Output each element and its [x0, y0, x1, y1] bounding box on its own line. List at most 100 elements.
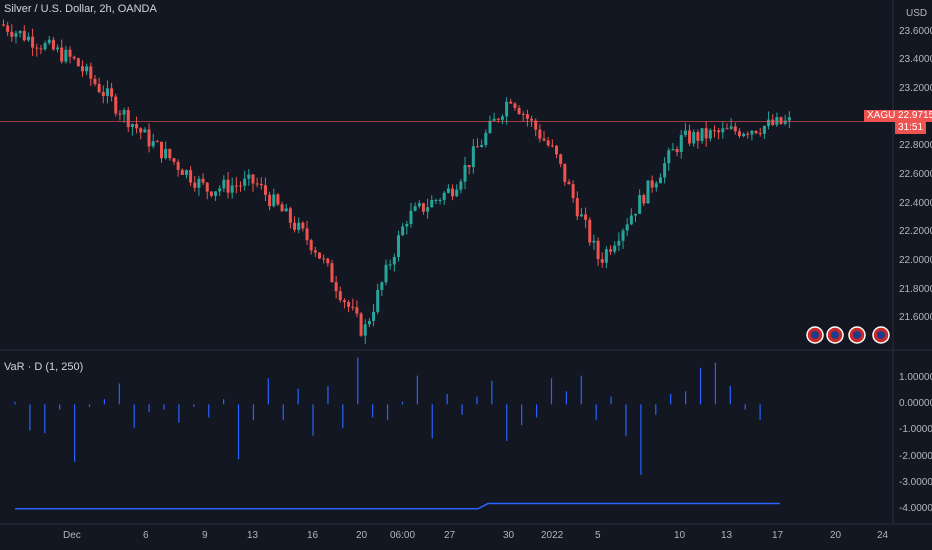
- candle-body: [14, 33, 18, 37]
- candle-body: [272, 194, 276, 207]
- time-axis-tick: 2022: [541, 530, 564, 541]
- time-axis-tick: 6: [143, 530, 149, 541]
- candle-body: [575, 198, 579, 217]
- currency-label: USD: [906, 8, 928, 19]
- candle-body: [160, 141, 163, 159]
- candle-body: [484, 132, 488, 145]
- candle-body: [679, 135, 683, 153]
- candle-body: [309, 240, 313, 251]
- candle-body: [704, 128, 708, 139]
- time-axis-tick: 30: [503, 530, 515, 541]
- time-axis-tick: 17: [772, 530, 784, 541]
- candle-body: [496, 118, 500, 120]
- candle-body: [563, 163, 567, 182]
- candle-body: [442, 192, 446, 200]
- candle-body: [700, 128, 704, 141]
- candle-body: [76, 58, 80, 67]
- price-axis-tick: 22.20000: [899, 226, 932, 238]
- candle-body: [725, 128, 729, 130]
- candle-body: [255, 183, 259, 185]
- candle-body: [471, 146, 475, 168]
- candle-body: [222, 179, 226, 189]
- candle-body: [525, 114, 529, 119]
- candle-body: [604, 249, 608, 263]
- chart-title: Silver / U.S. Dollar, 2h, OANDA: [4, 3, 157, 15]
- indicator-title: VaR · D (1, 250): [4, 361, 84, 373]
- candle-body: [93, 78, 97, 84]
- candle-body: [667, 150, 671, 164]
- candle-body: [189, 170, 193, 183]
- candle-body: [480, 144, 484, 148]
- candle-body: [239, 185, 242, 187]
- candle-body: [446, 188, 450, 193]
- us-flag-icon[interactable]: [848, 326, 866, 344]
- candle-body: [51, 39, 55, 50]
- candle-body: [147, 129, 151, 147]
- candle-body: [284, 208, 288, 212]
- candle-body: [767, 119, 771, 126]
- candle-body: [47, 39, 51, 44]
- candle-body: [517, 107, 521, 114]
- candle-body: [663, 163, 667, 178]
- time-axis-tick: 13: [247, 530, 259, 541]
- candle-body: [692, 132, 696, 144]
- candle-body: [6, 25, 10, 32]
- candle-body: [105, 88, 109, 96]
- candle-body: [214, 191, 218, 196]
- candle-body: [530, 118, 534, 121]
- candle-body: [330, 263, 334, 283]
- us-flag-icon[interactable]: [826, 326, 844, 344]
- candle-body: [184, 170, 188, 175]
- candle-body: [717, 130, 721, 133]
- candle-body: [22, 30, 26, 41]
- candle-body: [376, 289, 380, 312]
- price-axis-tick: 22.80000: [899, 140, 932, 152]
- candle-body: [513, 103, 517, 108]
- candle-body: [209, 191, 213, 196]
- candle-body: [97, 83, 101, 93]
- candle-body: [81, 66, 84, 72]
- candle-body: [301, 222, 305, 229]
- us-flag-icon[interactable]: [872, 326, 890, 344]
- candle-body: [355, 307, 359, 314]
- candle-body: [467, 165, 471, 168]
- candle-body: [405, 224, 409, 227]
- candle-body: [72, 56, 76, 59]
- time-axis-tick: 16: [307, 530, 319, 541]
- var-axis-tick: -1.00000: [899, 424, 932, 436]
- candle-body: [634, 213, 637, 216]
- candle-body: [451, 188, 455, 197]
- price-axis-tick: 23.60000: [899, 25, 932, 37]
- candle-body: [459, 181, 463, 190]
- candle-body: [201, 178, 205, 183]
- candle-body: [338, 291, 342, 301]
- candle-body: [392, 256, 396, 265]
- candle-body: [775, 117, 779, 125]
- candle-body: [509, 101, 513, 104]
- candle-body: [754, 130, 758, 134]
- candle-body: [538, 129, 542, 139]
- price-axis-tick: 21.80000: [899, 283, 932, 295]
- candle-body: [584, 214, 588, 220]
- candle-body: [787, 117, 791, 121]
- candle-body: [60, 47, 64, 62]
- var-axis-tick: -3.00000: [899, 476, 932, 488]
- us-flag-icon[interactable]: [806, 326, 824, 344]
- candle-body: [85, 66, 89, 72]
- candle-body: [534, 120, 538, 130]
- time-axis-tick: 20: [356, 530, 368, 541]
- candle-body: [114, 96, 118, 114]
- candle-body: [342, 300, 346, 303]
- candle-body: [122, 110, 126, 115]
- candle-body: [642, 195, 646, 204]
- candle-body: [176, 161, 180, 170]
- candle-body: [579, 214, 583, 217]
- candle-body: [247, 174, 251, 179]
- candle-body: [347, 302, 351, 307]
- candle-body: [243, 178, 247, 186]
- candle-body: [683, 130, 687, 136]
- candle-body: [650, 180, 654, 188]
- candle-body: [476, 146, 479, 148]
- candle-body: [629, 215, 633, 225]
